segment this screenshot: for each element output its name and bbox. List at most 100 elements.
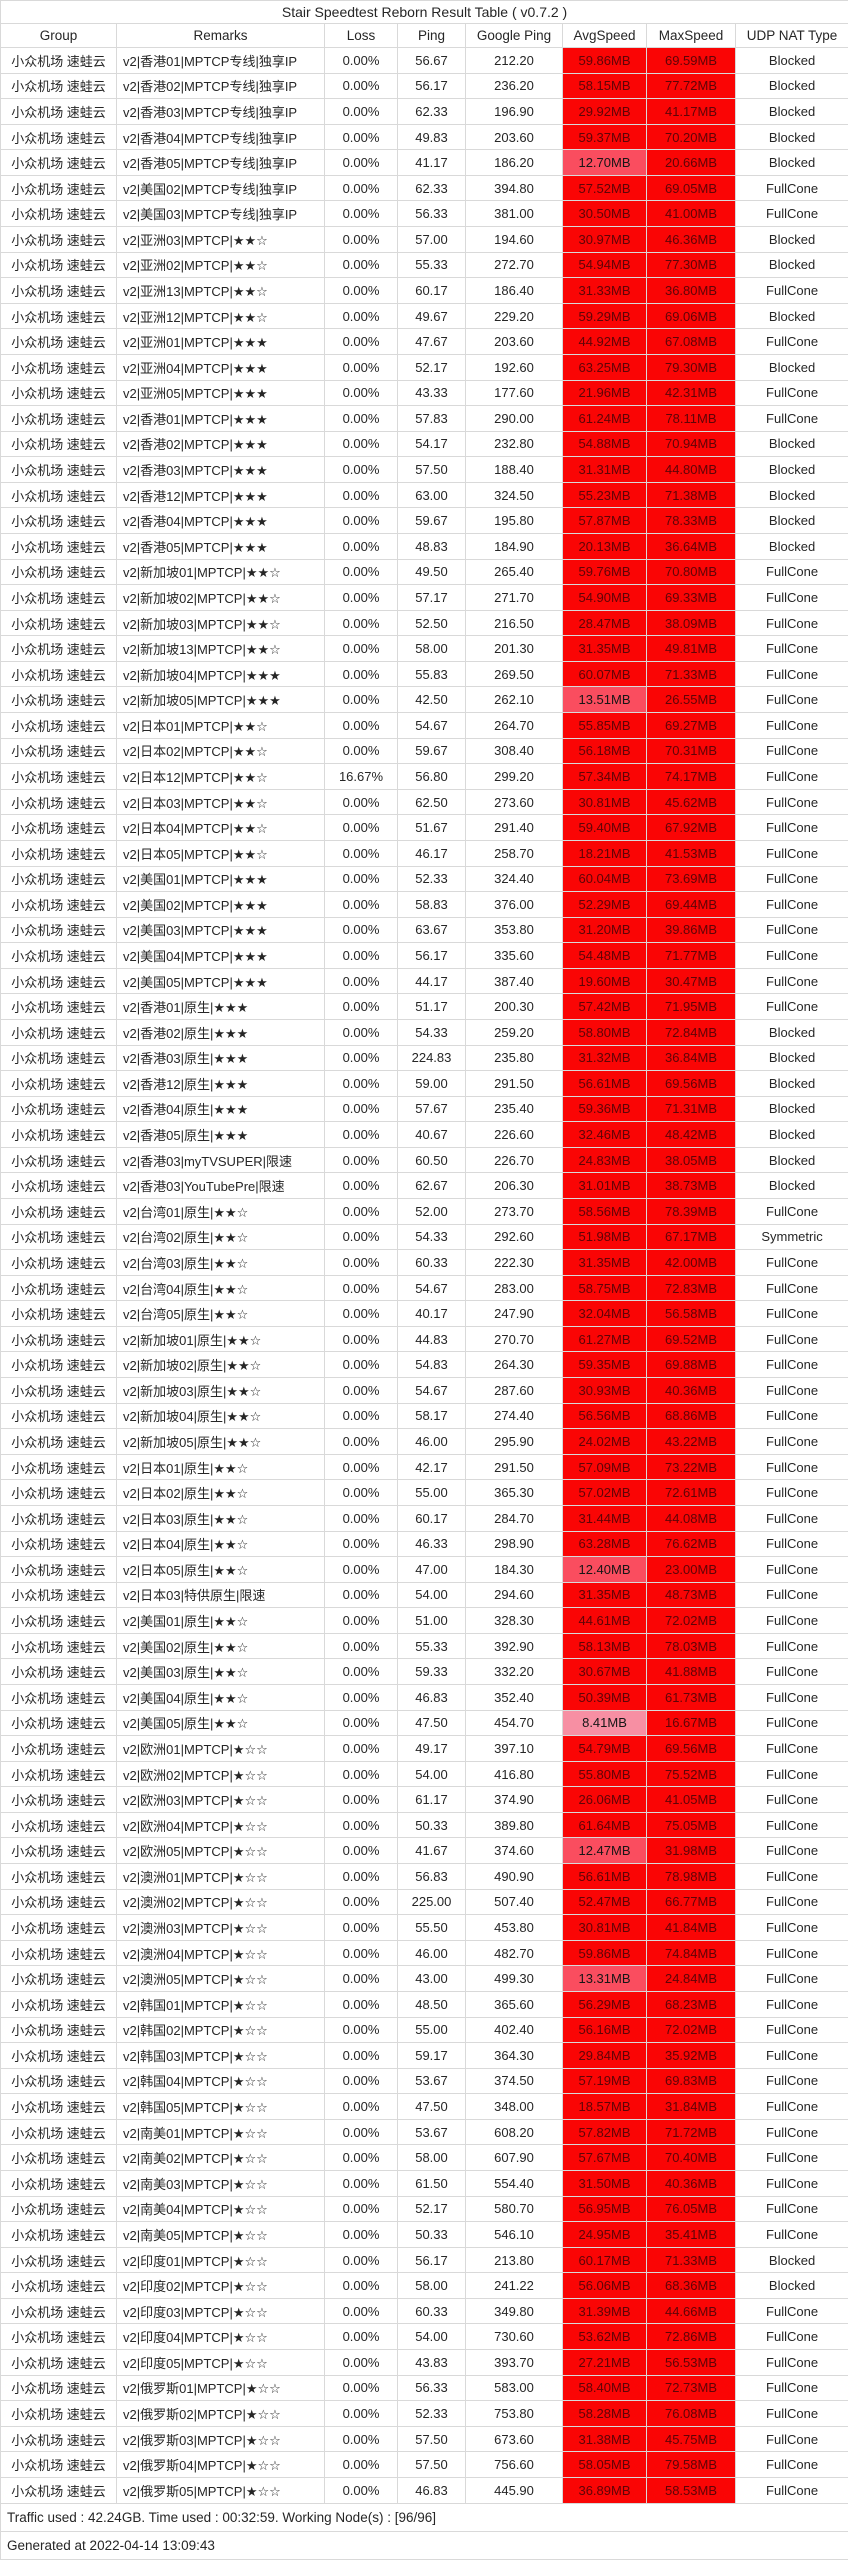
remarks-cell: v2|韩国02|MPTCP|★☆☆ bbox=[116, 2016, 325, 2044]
table-row: 小众机场 速蛙云 v2|美国03|MPTCP专线|独享IP 0.00% 56.33 38… bbox=[0, 200, 848, 228]
remarks-cell: v2|美国01|原生|★★☆ bbox=[116, 1607, 325, 1634]
google-ping-cell: 365.60 bbox=[465, 1990, 563, 2018]
max-speed-cell: 69.56MB bbox=[646, 1735, 736, 1762]
title-row: Stair Speedtest Reborn Result Table ( v0… bbox=[0, 0, 848, 24]
max-speed-cell: 35.92MB bbox=[646, 2042, 736, 2069]
ping-cell: 59.33 bbox=[397, 1658, 466, 1685]
max-speed-cell: 71.77MB bbox=[646, 942, 736, 969]
nat-type-cell: FullCone bbox=[734, 1274, 848, 1302]
group-cell: 小众机场 速蛙云 bbox=[0, 2093, 117, 2120]
max-speed-cell: 43.22MB bbox=[646, 1428, 736, 1455]
remarks-cell: v2|俄罗斯01|MPTCP|★☆☆ bbox=[116, 2374, 325, 2402]
group-cell: 小众机场 速蛙云 bbox=[0, 712, 117, 739]
avg-speed-cell: 59.86MB bbox=[562, 1939, 647, 1967]
max-speed-cell: 69.44MB bbox=[646, 891, 736, 918]
loss-cell: 0.00% bbox=[324, 1453, 398, 1481]
nat-type-cell: FullCone bbox=[734, 814, 848, 841]
remarks-cell: v2|欧洲04|MPTCP|★☆☆ bbox=[116, 1811, 325, 1839]
loss-cell: 0.00% bbox=[324, 2246, 398, 2274]
avg-speed-cell: 29.92MB bbox=[562, 98, 647, 125]
avg-speed-cell: 61.24MB bbox=[562, 405, 647, 432]
group-cell: 小众机场 速蛙云 bbox=[0, 1018, 117, 1046]
google-ping-cell: 188.40 bbox=[465, 456, 563, 483]
group-cell: 小众机场 速蛙云 bbox=[0, 609, 117, 637]
column-header-udp-nat-type: UDP NAT Type bbox=[734, 23, 848, 48]
google-ping-cell: 295.90 bbox=[465, 1428, 563, 1455]
ping-cell: 56.17 bbox=[397, 72, 466, 100]
nat-type-cell: FullCone bbox=[734, 2169, 848, 2197]
ping-cell: 46.00 bbox=[397, 1939, 466, 1967]
nat-type-cell: FullCone bbox=[734, 1811, 848, 1839]
ping-cell: 56.17 bbox=[397, 942, 466, 969]
google-ping-cell: 273.70 bbox=[465, 1198, 563, 1225]
nat-type-cell: FullCone bbox=[734, 2042, 848, 2069]
table-row: 小众机场 速蛙云 v2|新加坡02|原生|★★☆ 0.00% 54.83 264.30 5… bbox=[0, 1351, 848, 1379]
nat-type-cell: FullCone bbox=[734, 1479, 848, 1506]
loss-cell: 0.00% bbox=[324, 1939, 398, 1967]
google-ping-cell: 226.70 bbox=[465, 1146, 563, 1174]
remarks-cell: v2|美国03|原生|★★☆ bbox=[116, 1658, 325, 1685]
group-cell: 小众机场 速蛙云 bbox=[0, 1121, 117, 1148]
group-cell: 小众机场 速蛙云 bbox=[0, 1300, 117, 1327]
group-cell: 小众机场 速蛙云 bbox=[0, 1044, 117, 1072]
remarks-cell: v2|香港03|YouTubePre|限速 bbox=[116, 1172, 325, 1200]
page-title: Stair Speedtest Reborn Result Table ( v0… bbox=[0, 0, 848, 24]
table-row: 小众机场 速蛙云 v2|俄罗斯04|MPTCP|★☆☆ 0.00% 57.50 756.… bbox=[0, 2451, 848, 2478]
loss-cell: 0.00% bbox=[324, 277, 398, 304]
table-row: 小众机场 速蛙云 v2|亚洲13|MPTCP|★★☆ 0.00% 60.17 186.4… bbox=[0, 277, 848, 304]
loss-cell: 0.00% bbox=[324, 353, 398, 381]
group-cell: 小众机场 速蛙云 bbox=[0, 353, 117, 381]
group-cell: 小众机场 速蛙云 bbox=[0, 1504, 117, 1532]
google-ping-cell: 730.60 bbox=[465, 2323, 563, 2351]
ping-cell: 58.00 bbox=[397, 2272, 466, 2299]
table-row: 小众机场 速蛙云 v2|亚洲05|MPTCP|★★★ 0.00% 43.33 177.6… bbox=[0, 379, 848, 407]
table-row: 小众机场 速蛙云 v2|欧洲04|MPTCP|★☆☆ 0.00% 50.33 389.8… bbox=[0, 1811, 848, 1839]
max-speed-cell: 41.17MB bbox=[646, 98, 736, 125]
max-speed-cell: 74.17MB bbox=[646, 763, 736, 790]
google-ping-cell: 454.70 bbox=[465, 1709, 563, 1737]
max-speed-cell: 41.88MB bbox=[646, 1658, 736, 1685]
google-ping-cell: 298.90 bbox=[465, 1530, 563, 1558]
avg-speed-cell: 31.01MB bbox=[562, 1172, 647, 1200]
group-cell: 小众机场 速蛙云 bbox=[0, 1249, 117, 1276]
nat-type-cell: Blocked bbox=[734, 1121, 848, 1148]
google-ping-cell: 235.40 bbox=[465, 1095, 563, 1123]
google-ping-cell: 335.60 bbox=[465, 942, 563, 969]
avg-speed-cell: 31.38MB bbox=[562, 2425, 647, 2453]
loss-cell: 0.00% bbox=[324, 1300, 398, 1327]
google-ping-cell: 264.70 bbox=[465, 712, 563, 739]
avg-speed-cell: 58.28MB bbox=[562, 2400, 647, 2427]
max-speed-cell: 30.47MB bbox=[646, 967, 736, 995]
nat-type-cell: Blocked bbox=[734, 72, 848, 100]
remarks-cell: v2|亚洲04|MPTCP|★★★ bbox=[116, 353, 325, 381]
table-row: 小众机场 速蛙云 v2|香港03|MPTCP专线|独享IP 0.00% 62.33 19… bbox=[0, 98, 848, 125]
loss-cell: 0.00% bbox=[324, 814, 398, 841]
table-row: 小众机场 速蛙云 v2|日本02|原生|★★☆ 0.00% 55.00 365.30 57… bbox=[0, 1479, 848, 1506]
remarks-cell: v2|香港02|MPTCP专线|独享IP bbox=[116, 72, 325, 100]
max-speed-cell: 69.52MB bbox=[646, 1325, 736, 1353]
avg-speed-cell: 60.04MB bbox=[562, 865, 647, 893]
remarks-cell: v2|俄罗斯05|MPTCP|★☆☆ bbox=[116, 2476, 325, 2504]
group-cell: 小众机场 速蛙云 bbox=[0, 1556, 117, 1583]
avg-speed-cell: 18.21MB bbox=[562, 839, 647, 867]
max-speed-cell: 70.40MB bbox=[646, 2144, 736, 2171]
loss-cell: 0.00% bbox=[324, 1658, 398, 1685]
remarks-cell: v2|日本02|原生|★★☆ bbox=[116, 1479, 325, 1506]
remarks-cell: v2|亚洲12|MPTCP|★★☆ bbox=[116, 302, 325, 330]
remarks-cell: v2|美国05|MPTCP|★★★ bbox=[116, 967, 325, 995]
group-cell: 小众机场 速蛙云 bbox=[0, 635, 117, 662]
remarks-cell: v2|香港04|MPTCP|★★★ bbox=[116, 507, 325, 534]
max-speed-cell: 23.00MB bbox=[646, 1556, 736, 1583]
column-header-google-ping: Google Ping bbox=[465, 23, 563, 48]
avg-speed-cell: 60.07MB bbox=[562, 660, 647, 688]
nat-type-cell: Blocked bbox=[734, 149, 848, 176]
max-speed-cell: 46.36MB bbox=[646, 226, 736, 253]
nat-type-cell: FullCone bbox=[734, 2093, 848, 2120]
avg-speed-cell: 58.56MB bbox=[562, 1198, 647, 1225]
ping-cell: 44.17 bbox=[397, 967, 466, 995]
loss-cell: 0.00% bbox=[324, 788, 398, 816]
avg-speed-cell: 53.62MB bbox=[562, 2323, 647, 2351]
max-speed-cell: 41.05MB bbox=[646, 1786, 736, 1813]
remarks-cell: v2|南美05|MPTCP|★☆☆ bbox=[116, 2221, 325, 2248]
